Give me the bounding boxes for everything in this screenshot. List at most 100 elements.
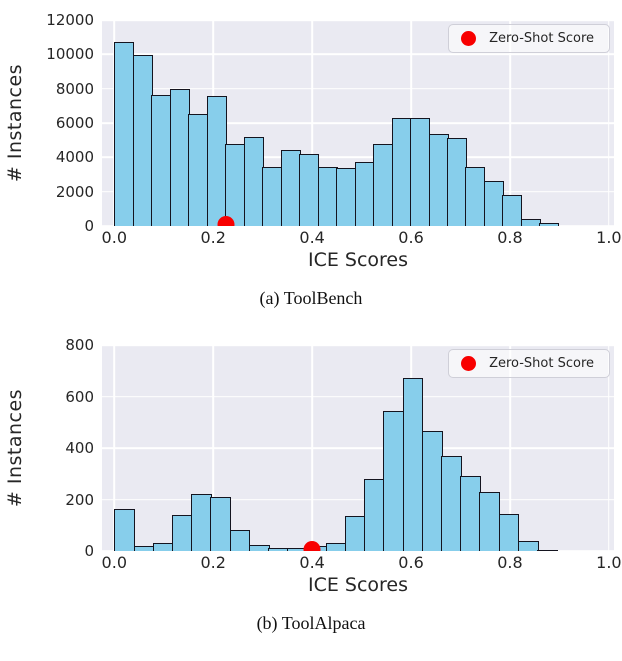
x-tick-label: 0.0 — [101, 553, 128, 572]
legend-dot-icon — [461, 31, 477, 46]
histogram-bars — [114, 20, 560, 226]
horizontal-gridline — [102, 87, 614, 90]
histogram-bar — [383, 410, 405, 551]
histogram-bar — [317, 166, 338, 226]
legend-label: Zero-Shot Score — [489, 31, 594, 46]
y-tick-label: 2000 — [55, 182, 94, 201]
histogram-bar — [132, 55, 153, 226]
histogram-bar — [299, 153, 320, 226]
zero-shot-dot — [217, 216, 235, 226]
x-tick-label: 0.2 — [200, 553, 226, 572]
histogram-bar — [483, 180, 504, 226]
plot-column: Zero-Shot Score 0.0 0.2 0.4 0.6 0.8 1.0 ICE S… — [102, 20, 622, 274]
vertical-gridline — [113, 345, 116, 551]
vertical-gridline — [212, 345, 214, 551]
histogram-bar — [460, 476, 481, 551]
y-tick-label: 8000 — [55, 79, 94, 98]
vertical-gridline — [608, 345, 610, 551]
x-tick-label: 0.2 — [200, 228, 226, 247]
x-tick-label: 1.0 — [596, 228, 622, 247]
x-tick-label: 0.6 — [398, 228, 424, 247]
horizontal-gridline — [102, 20, 614, 21]
histogram-bar — [191, 493, 212, 551]
y-tick-label: 0 — [84, 217, 94, 235]
x-tick-label: 1.0 — [596, 553, 622, 572]
vertical-gridline — [509, 345, 511, 551]
horizontal-gridline — [102, 395, 614, 398]
histogram-bar — [243, 136, 264, 226]
y-tick-label: 600 — [65, 387, 94, 406]
plot-column: Zero-Shot Score 0.0 0.2 0.4 0.6 0.8 1.0 ICE S… — [101, 345, 622, 599]
legend-label: Zero-Shot Score — [489, 356, 594, 371]
histogram-bars — [114, 345, 558, 551]
caption-toolbench: (a) ToolBench — [259, 288, 363, 308]
histogram-bar — [268, 548, 289, 551]
legend-dot-icon — [461, 356, 477, 371]
histogram-bar — [262, 166, 283, 226]
histogram-bar — [336, 167, 357, 226]
legend: Zero-Shot Score — [448, 24, 610, 53]
histogram-bar — [539, 223, 560, 226]
histogram-bar — [421, 431, 443, 551]
plot-row: # Instances 0 200 400 600 800 Zero-Shot Scor… — [0, 336, 622, 599]
legend: Zero-Shot Score — [448, 349, 610, 378]
histogram-bar — [517, 541, 539, 551]
x-axis-label: ICE Scores — [307, 249, 409, 271]
histogram-bar — [206, 95, 227, 226]
horizontal-gridline — [102, 498, 614, 501]
y-tick-label: 200 — [65, 490, 94, 509]
histogram-bar — [354, 162, 375, 226]
plot-area: Zero-Shot Score — [102, 345, 614, 551]
histogram-bar — [447, 137, 467, 226]
horizontal-gridline — [102, 345, 614, 346]
histogram-bar — [364, 478, 385, 551]
horizontal-gridline — [102, 53, 614, 56]
histogram-bar — [171, 514, 193, 551]
x-tick-labels: 0.0 0.2 0.4 0.6 0.8 1.0 — [102, 226, 622, 248]
y-axis-label: # Instances — [4, 388, 26, 508]
histogram-bar — [114, 508, 135, 551]
histogram-bar — [479, 491, 501, 551]
y-tick-label: 6000 — [55, 114, 94, 132]
vertical-gridline — [311, 20, 313, 226]
x-tick-labels: 0.0 0.2 0.4 0.6 0.8 1.0 — [101, 551, 622, 573]
x-tick-label: 0.4 — [299, 553, 325, 572]
chart-toolbench: # Instances 0 2000 4000 6000 8000 10000 12000 … — [0, 0, 622, 312]
histogram-bar — [465, 166, 486, 226]
y-tick-label: 10000 — [46, 45, 94, 64]
vertical-gridline — [608, 20, 610, 226]
histogram-bar — [280, 149, 301, 226]
histogram-bar — [428, 134, 449, 226]
y-tick-label: 400 — [65, 439, 94, 457]
histogram-bar — [210, 497, 232, 551]
histogram-bar — [520, 219, 541, 226]
caption-toolalpaca: (b) ToolAlpaca — [256, 613, 366, 633]
histogram-bar — [229, 530, 251, 551]
y-tick-label: 12000 — [46, 11, 94, 29]
y-tick-label: 800 — [65, 336, 94, 354]
y-tick-label: 0 — [84, 542, 94, 560]
x-tick-label: 0.8 — [497, 553, 523, 572]
histogram-bar — [151, 94, 172, 226]
histogram-bar — [344, 516, 366, 551]
y-tick-labels: 0 200 400 600 800 — [30, 336, 102, 560]
histogram-bar — [402, 378, 424, 551]
zero-shot-dot — [303, 541, 321, 551]
y-axis-label: # Instances — [4, 63, 26, 183]
histogram-bar — [498, 513, 520, 551]
plot-area: Zero-Shot Score — [102, 20, 614, 226]
histogram-bar — [410, 118, 431, 226]
y-axis-label-column: # Instances — [0, 20, 30, 226]
histogram-bar — [373, 143, 394, 226]
plot-row: # Instances 0 2000 4000 6000 8000 10000 12000 … — [0, 11, 622, 274]
horizontal-gridline — [102, 447, 614, 449]
histogram-bar — [537, 549, 558, 551]
histogram-bar — [325, 542, 347, 551]
vertical-gridline — [509, 20, 511, 226]
x-tick-label: 0.4 — [299, 228, 325, 247]
histogram-bar — [152, 543, 174, 551]
y-axis-label-column: # Instances — [0, 345, 30, 551]
histogram-bar — [441, 455, 462, 551]
x-axis-label: ICE Scores — [307, 574, 409, 596]
